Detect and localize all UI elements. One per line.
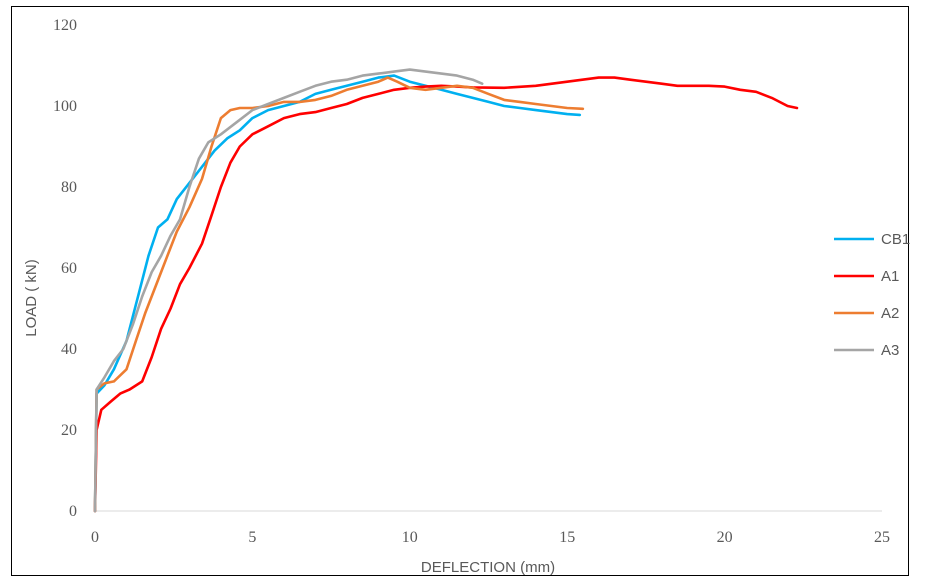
y-tick-label: 120 [53, 17, 77, 34]
y-tick-label: 60 [61, 260, 77, 277]
y-tick-label: 80 [61, 179, 77, 196]
x-tick-label: 5 [248, 529, 256, 546]
series-line-a1 [93, 76, 799, 513]
y-tick-label: 100 [53, 98, 77, 115]
y-tick-labels: 0 20 40 60 80 100 120 [53, 17, 77, 520]
x-tick-label: 15 [559, 529, 575, 546]
series-line-cb1 [93, 74, 582, 513]
legend-label-cb1: CB1 [881, 231, 910, 248]
y-tick-label: 40 [61, 341, 77, 358]
legend: CB1 A1 A2 A3 [834, 231, 910, 359]
x-axis-label: DEFLECTION (mm) [421, 559, 555, 576]
legend-label-a1: A1 [881, 268, 899, 285]
x-tick-label: 20 [717, 529, 733, 546]
series-line-a3 [93, 68, 484, 513]
series-lines [93, 68, 799, 513]
x-tick-label: 10 [402, 529, 418, 546]
series-line-a2 [93, 76, 585, 513]
legend-label-a3: A3 [881, 342, 899, 359]
chart-frame [11, 6, 909, 576]
legend-label-a2: A2 [881, 305, 899, 322]
y-tick-label: 0 [69, 503, 77, 520]
x-tick-labels: 0 5 10 15 20 25 [91, 529, 890, 546]
y-tick-label: 20 [61, 422, 77, 439]
x-tick-label: 0 [91, 529, 99, 546]
y-axis-label: LOAD ( kN) [23, 259, 40, 337]
x-tick-label: 25 [874, 529, 890, 546]
